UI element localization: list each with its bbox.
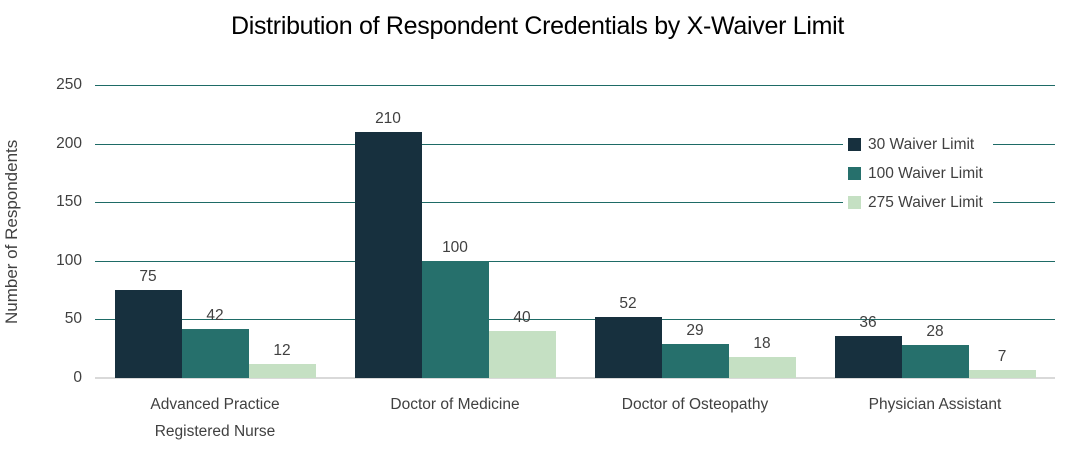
bar-group: 75 42 12 <box>95 268 335 378</box>
category-label: Doctor of Medicine <box>335 391 575 445</box>
bar-value-label: 210 <box>375 109 401 127</box>
legend-label: 100 Waiver Limit <box>868 164 983 182</box>
bar: 29 <box>661 322 729 378</box>
bar-value-label: 29 <box>686 322 704 340</box>
bar: 7 <box>968 348 1036 378</box>
bar-group: 52 29 18 <box>575 295 815 378</box>
y-tick-label: 200 <box>56 134 82 152</box>
bar: 40 <box>488 309 556 378</box>
y-tick-label: 100 <box>56 251 82 269</box>
legend-item: 275 Waiver Limit <box>848 188 983 217</box>
bar: 100 <box>421 239 489 378</box>
category-label: Physician Assistant <box>815 391 1055 445</box>
bar-value-label: 7 <box>997 347 1007 365</box>
bar-value-label: 28 <box>926 323 944 341</box>
bar-value-label: 12 <box>273 341 291 359</box>
legend-swatch-icon <box>848 138 861 151</box>
category-label-text: Physician Assistant <box>868 396 1002 413</box>
gridline <box>95 319 1055 321</box>
gridline <box>95 260 1055 262</box>
legend-item: 100 Waiver Limit <box>848 159 983 188</box>
y-tick-label: 250 <box>56 76 82 93</box>
bar-value-label: 75 <box>139 268 157 286</box>
y-axis-tick-labels: 0 50 100 150 200 250 <box>0 76 82 386</box>
bar-value-label: 40 <box>513 309 531 327</box>
bar: 28 <box>901 323 969 378</box>
category-label: Advanced Practice Registered Nurse <box>95 391 335 445</box>
legend: 30 Waiver Limit 100 Waiver Limit 275 Waive… <box>843 127 993 220</box>
bar-value-label: 52 <box>619 295 637 313</box>
bar: 210 <box>354 110 422 378</box>
bar: 18 <box>728 335 796 378</box>
gridline <box>95 85 1055 86</box>
gridline <box>95 143 1055 145</box>
gridline <box>95 202 1055 204</box>
bar-group: 36 28 7 <box>815 314 1055 378</box>
category-label-text: Doctor of Medicine <box>390 396 520 413</box>
legend-label: 30 Waiver Limit <box>868 135 975 153</box>
x-axis-category-labels: Advanced Practice Registered Nurse Doctor… <box>95 391 1055 445</box>
legend-swatch-icon <box>848 167 861 180</box>
chart-title: Distribution of Respondent Credentials b… <box>230 12 845 40</box>
category-label: Doctor of Osteopathy <box>575 391 815 445</box>
category-label-text: Advanced Practice Registered Nurse <box>150 396 280 440</box>
y-tick-label: 0 <box>73 369 82 386</box>
category-label-text: Doctor of Osteopathy <box>621 396 769 413</box>
bar: 42 <box>181 307 249 378</box>
legend-swatch-icon <box>848 196 861 209</box>
y-tick-label: 50 <box>64 310 82 328</box>
bar: 52 <box>594 295 662 378</box>
bar-value-label: 100 <box>442 238 468 256</box>
y-tick-label: 150 <box>56 193 82 211</box>
bar-value-label: 42 <box>206 306 224 324</box>
x-axis-line <box>95 377 1055 379</box>
bar: 75 <box>114 268 182 378</box>
plot-area: 75 42 12 210 100 40 52 29 18 36 28 7 <box>95 85 1055 379</box>
bar: 12 <box>248 342 316 378</box>
legend-label: 275 Waiver Limit <box>868 193 983 211</box>
bar-value-label: 36 <box>859 313 877 331</box>
bar-groups: 75 42 12 210 100 40 52 29 18 36 28 7 <box>95 85 1055 378</box>
bar: 36 <box>834 314 902 378</box>
bar-group: 210 100 40 <box>335 110 575 378</box>
legend-item: 30 Waiver Limit <box>848 130 983 159</box>
bar-value-label: 18 <box>753 334 771 352</box>
